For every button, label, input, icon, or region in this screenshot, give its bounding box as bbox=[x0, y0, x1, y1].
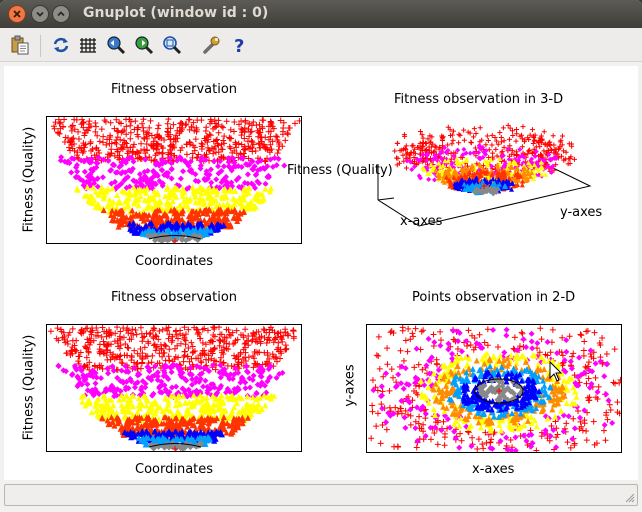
help-icon: ? bbox=[234, 36, 244, 57]
y-axis-label-bottom-left: Fitness (Quality) bbox=[21, 334, 37, 441]
x-axis-label-bottom-right: x-axes bbox=[472, 462, 515, 477]
plot-frame-top-left bbox=[46, 116, 302, 244]
x-axis-label-bottom-left: Coordinates bbox=[135, 462, 214, 477]
scatter-plot-bottom-left bbox=[47, 325, 297, 451]
clipboard-icon bbox=[11, 35, 29, 55]
next-zoom-button[interactable] bbox=[134, 35, 154, 55]
toolbar-separator bbox=[40, 35, 41, 57]
resize-grip-icon[interactable] bbox=[623, 491, 635, 503]
plot-3d-top-right bbox=[364, 114, 624, 234]
plot-title-top-right: Fitness observation in 3-D bbox=[394, 92, 564, 107]
scatter-plot-3d bbox=[377, 122, 592, 227]
zoom-previous-icon bbox=[107, 36, 126, 55]
maximize-button[interactable] bbox=[52, 5, 70, 23]
scatter-plot-top-left bbox=[50, 117, 301, 243]
title-bar[interactable]: Gnuplot (window id : 0) bbox=[0, 0, 642, 28]
plot-frame-bottom-right bbox=[366, 324, 622, 453]
x-axis-label-top-left: Coordinates bbox=[135, 254, 214, 269]
wrench-icon bbox=[203, 36, 220, 54]
minimize-button[interactable] bbox=[31, 5, 49, 23]
y-axis-label-top-right: y-axes bbox=[560, 205, 603, 220]
options-button[interactable] bbox=[201, 35, 221, 55]
svg-text:?: ? bbox=[234, 36, 244, 55]
plot-title-top-left: Fitness observation bbox=[110, 82, 238, 97]
status-bar bbox=[4, 484, 638, 506]
y-axis-label-bottom-right: y-axes bbox=[342, 364, 358, 407]
plot-title-bottom-right: Points observation in 2-D bbox=[412, 290, 576, 305]
plot-title-bottom-left: Fitness observation bbox=[110, 290, 238, 305]
maximize-icon bbox=[52, 5, 70, 23]
z-axis-label-top-right: Fitness (Quality) bbox=[287, 163, 393, 178]
toolbar: ? bbox=[0, 28, 642, 62]
previous-zoom-button[interactable] bbox=[106, 35, 126, 55]
scatter-plot-bottom-right bbox=[368, 325, 621, 452]
copy-clipboard-button[interactable] bbox=[10, 35, 30, 55]
y-axis-label-top-left: Fitness (Quality) bbox=[21, 126, 37, 233]
plot-canvas[interactable]: Fitness observation Fitness (Quality) Co… bbox=[4, 66, 638, 480]
grid-icon bbox=[80, 38, 96, 53]
replot-button[interactable] bbox=[51, 35, 71, 55]
autoscale-button[interactable] bbox=[162, 35, 182, 55]
window-title: Gnuplot (window id : 0) bbox=[83, 5, 269, 21]
refresh-icon bbox=[53, 37, 69, 53]
close-button[interactable] bbox=[8, 5, 26, 23]
close-icon bbox=[8, 5, 26, 23]
zoom-fit-icon bbox=[163, 36, 182, 55]
help-button[interactable]: ? bbox=[230, 35, 250, 57]
toggle-grid-button[interactable] bbox=[78, 35, 98, 55]
minimize-icon bbox=[31, 5, 49, 23]
plot-frame-bottom-left bbox=[46, 324, 302, 452]
zoom-next-icon bbox=[135, 36, 154, 55]
x-axis-label-top-right: x-axes bbox=[400, 214, 443, 229]
